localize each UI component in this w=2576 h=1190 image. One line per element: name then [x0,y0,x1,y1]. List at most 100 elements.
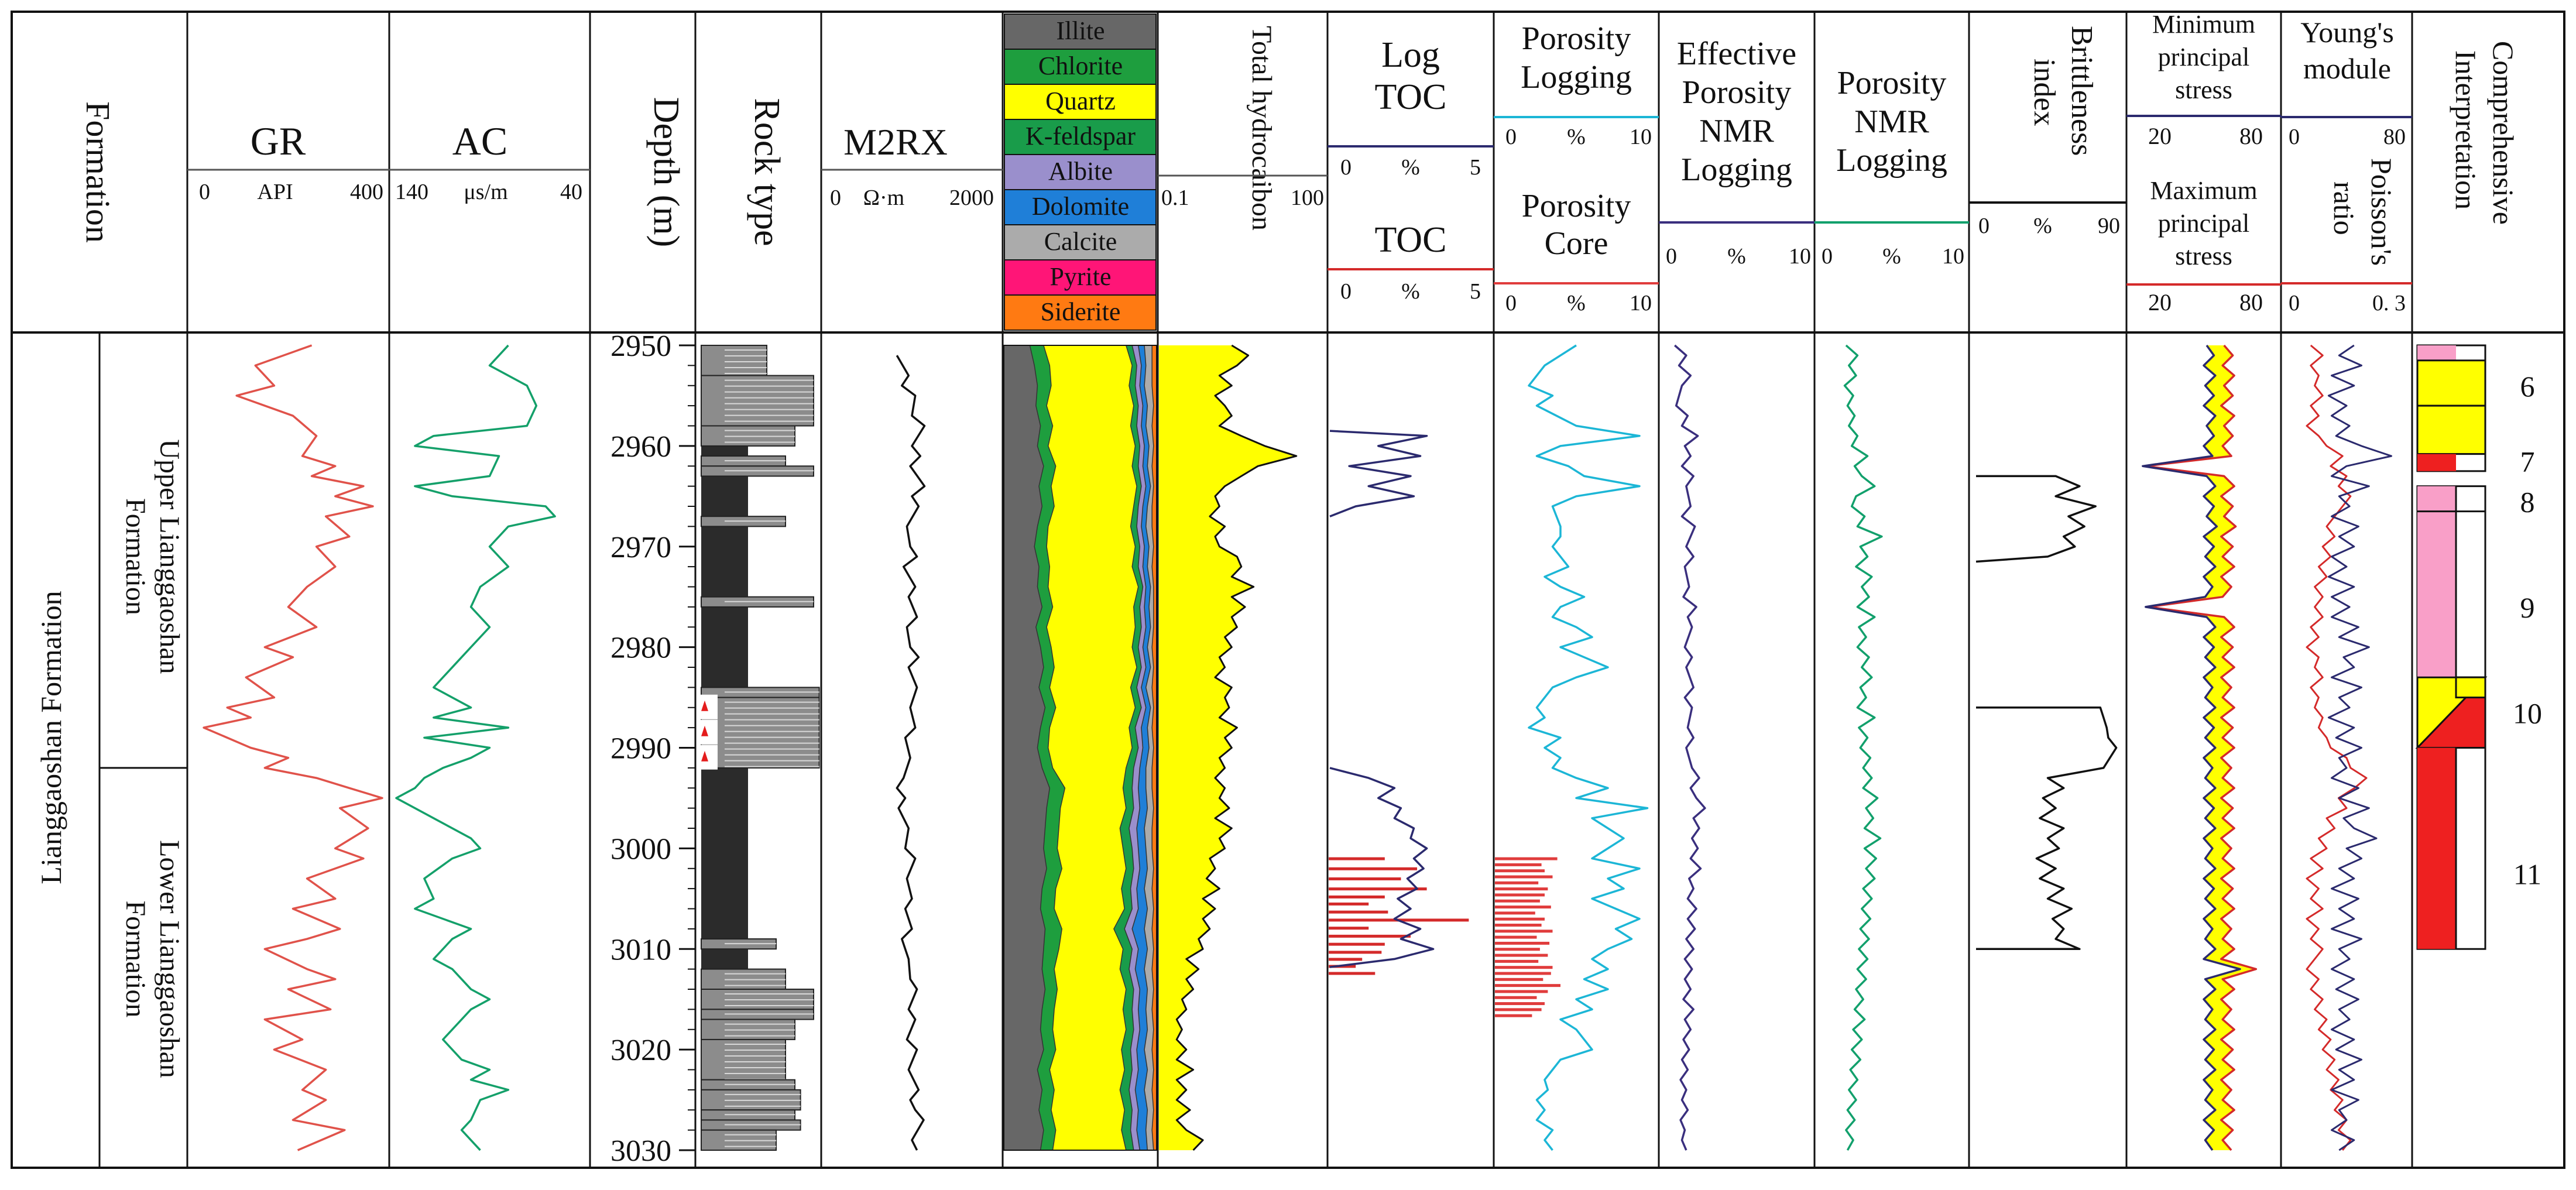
porosity-core-max-label: 10 [1630,291,1652,315]
mineral-track-border [1003,345,1157,1151]
interp-zone-label: 11 [2513,858,2541,890]
core-toc-bar [1329,877,1401,880]
rock-glutenite-box [697,694,718,719]
youngs-curve [2327,344,2392,1151]
core-toc-bar [1329,951,1382,954]
porosity-core-bar [1495,948,1540,951]
brittleness-title-line2: index [2028,59,2061,126]
mineral-legend-swatch [1004,49,1157,85]
interp-zone-10-corner [2455,676,2486,699]
depth-tick-label: 2980 [610,632,671,665]
depth-tick-label: 2990 [610,732,671,766]
mineral-legend-label: K-feldspar [1025,122,1136,150]
ac-unit: μs/m [464,180,507,204]
formation-name: Lianggaoshan Formation [35,591,67,884]
nmr-porosity-curve [1843,344,1883,1151]
porosity-core-bar [1495,1002,1545,1006]
rock-glutenite-triangle [701,725,708,736]
porosity-core-bar [1495,990,1548,993]
nmr-porosity-min-label: 0 [1822,244,1833,269]
total-hydrocarbon-max-label: 100 [1291,186,1324,210]
gr-max-label: 400 [350,180,383,204]
nmr-porosity-unit: % [1882,244,1901,269]
core-toc-bar [1329,934,1411,938]
porosity-core-bar [1495,972,1551,975]
depth-axis-title: Depth (m) [646,97,686,248]
mineral-legend-label: Pyrite [1049,262,1111,291]
rock-glutenite-triangle [701,750,708,762]
max-stress-title-line1: Maximum [2150,176,2257,205]
min-stress-title-line1: Minimum [2152,10,2255,39]
effective-porosity-unit: % [1727,244,1746,269]
interp-zone-11-red [2417,747,2456,949]
m2rx-title: M2RX [843,121,948,163]
poisson-title-line1: Poisson's [2365,158,2398,266]
porosity-core-bar [1495,984,1560,987]
brittleness-title-line1: Brittleness [2065,26,2098,156]
m2rx-curve [896,355,926,1151]
porosity-core-bar [1495,906,1551,909]
min-stress-title-line2: principal [2158,43,2249,71]
nmr-porosity-title-line1: Porosity [1837,65,1947,101]
interp-zone-7-yellow [2416,404,2486,455]
depth-tick-label: 3030 [610,1134,671,1168]
depth-tick-label: 3010 [610,933,671,966]
core-toc-bar [1329,958,1363,961]
porosity-core-bar [1495,930,1553,933]
min-stress-curve [2142,344,2241,1151]
porosity-core-unit: % [1567,291,1586,315]
min-stress-tick-80: 80 [2239,123,2263,149]
log-toc-curve [1329,430,1428,517]
rock-glutenite-triangle [701,700,708,711]
mineral-legend-swatch [1004,119,1157,155]
interp-zone-label: 8 [2520,485,2535,518]
nmr-porosity-max-label: 10 [1942,244,1964,269]
total-hydrocarbon-fill [1159,345,1296,1150]
log-toc-max-label: 5 [1470,155,1481,180]
interp-zone-8-9-pink [2417,486,2456,678]
core-toc-bar [1329,910,1388,914]
mineral-legend-swatch [1004,154,1157,190]
mineral-illite-layer [1003,345,1051,1151]
log-toc-title-line2: TOC [1375,77,1447,117]
mineral-legend-label: Dolomite [1032,192,1129,221]
porosity-core-bar [1495,857,1558,860]
depth-tick-label: 2950 [610,330,671,363]
mineral-legend-label: Quartz [1045,87,1116,115]
nmr-porosity-title-line2: NMR [1854,104,1929,140]
log-toc-unit: % [1401,155,1420,180]
rock-glutenite-box [697,745,718,770]
core-toc-bar [1329,867,1418,870]
interpretation-title-line1: Comprehensive [2487,41,2520,225]
depth-tick-label: 2960 [610,430,671,464]
mineral-legend-label: Albite [1048,157,1113,186]
porosity-core-bar [1495,911,1535,915]
ac-max-label: 40 [560,180,582,204]
interp-zone-label: 6 [2520,370,2535,403]
effective-porosity-max-label: 10 [1789,244,1811,269]
porosity-logging-unit: % [1567,125,1586,149]
depth-tick-label: 3000 [610,832,671,866]
min-stress-title-line3: stress [2175,76,2232,104]
m2rx-min-label: 0 [830,186,841,210]
porosity-core-bar [1495,869,1545,873]
porosity-logging-title-line1: Porosity [1522,20,1631,57]
mineral-legend-label: Chlorite [1038,52,1123,80]
rock-type-title: Rock type [747,98,787,246]
effective-porosity-title-line3: NMR [1699,113,1774,149]
porosity-core-bar [1495,1008,1542,1011]
mineral-legend-swatch [1004,189,1157,225]
brittleness-curve [1975,475,2097,563]
core-toc-unit: % [1401,279,1420,304]
porosity-core-bar [1495,935,1537,939]
youngs-title-line2: module [2303,52,2391,85]
m2rx-unit: Ω·m [863,186,904,210]
brittleness-max-label: 90 [2098,214,2120,238]
youngs-title-line1: Young's [2300,16,2394,49]
member-name-line2: Formation [120,900,151,1017]
porosity-core-bar [1495,996,1537,999]
effective-porosity-title-line4: Logging [1681,152,1792,188]
mineral-legend-swatch [1004,13,1157,50]
interp-zone-label: 10 [2513,697,2542,729]
